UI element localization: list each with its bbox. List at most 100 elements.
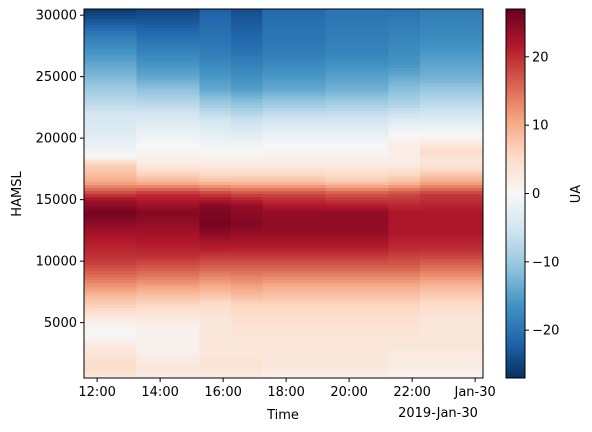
colorbar-tick-label: −20: [532, 324, 559, 339]
heatmap-cell: [231, 168, 264, 173]
heatmap-cell: [420, 301, 483, 305]
y-tick-label: 5000: [44, 316, 77, 331]
heatmap-cell: [262, 153, 327, 158]
heatmap-cell: [199, 159, 232, 164]
colorbar-label: UA: [569, 185, 584, 204]
heatmap-cell: [231, 236, 264, 241]
heatmap-cell: [199, 322, 232, 327]
heatmap-cell: [231, 181, 264, 185]
heatmap-cell: [325, 356, 390, 361]
heatmap-cell: [231, 285, 264, 290]
heatmap-cell: [199, 48, 232, 53]
heatmap-cell: [199, 113, 232, 118]
heatmap-cell: [199, 27, 232, 32]
heatmap-cell: [199, 153, 232, 158]
heatmap-cell: [262, 101, 327, 105]
heatmap-cell: [420, 92, 483, 96]
heatmap-cell: [325, 353, 390, 358]
heatmap-cell: [84, 288, 138, 293]
heatmap-cell: [388, 307, 421, 311]
heatmap-cell: [262, 95, 327, 99]
heatmap-cell: [420, 88, 483, 93]
heatmap-cell: [325, 45, 390, 50]
heatmap-cell: [325, 175, 390, 179]
heatmap-cell: [262, 125, 327, 130]
heatmap-cell: [420, 218, 483, 222]
heatmap-cell: [231, 175, 264, 179]
heatmap-cell: [420, 125, 483, 130]
heatmap-cell: [231, 273, 264, 278]
heatmap-cell: [325, 344, 390, 348]
heatmap-cell: [136, 301, 201, 305]
heatmap-cell: [84, 101, 138, 105]
heatmap-cell: [388, 138, 421, 142]
heatmap-cell: [199, 215, 232, 219]
heatmap-cell: [262, 298, 327, 302]
heatmap-cell: [199, 150, 232, 155]
heatmap-cell: [199, 85, 232, 90]
heatmap-cell: [420, 141, 483, 145]
heatmap-cell: [84, 242, 138, 247]
heatmap-cell: [420, 36, 483, 41]
heatmap-cell: [84, 52, 138, 56]
heatmap-cell: [420, 359, 483, 364]
heatmap-cell: [325, 193, 390, 198]
heatmap-cell: [420, 211, 483, 216]
heatmap-cell: [136, 175, 201, 179]
heatmap-cell: [388, 70, 421, 75]
heatmap-cell: [136, 291, 201, 296]
heatmap-cell: [231, 190, 264, 195]
heatmap-cell: [136, 119, 201, 124]
heatmap-cell: [388, 128, 421, 133]
heatmap-cell: [199, 178, 232, 182]
heatmap-cell: [325, 258, 390, 262]
heatmap-cell: [231, 110, 264, 115]
heatmap-cell: [136, 30, 201, 35]
heatmap-cell: [420, 156, 483, 161]
heatmap-cell: [388, 45, 421, 50]
heatmap-cell: [388, 193, 421, 198]
heatmap-cell: [199, 307, 232, 311]
heatmap-cell: [199, 79, 232, 84]
heatmap-cell: [262, 144, 327, 148]
heatmap-cell: [84, 362, 138, 367]
heatmap-cell: [199, 175, 232, 179]
heatmap-cell: [199, 12, 232, 16]
heatmap-cell: [262, 42, 327, 47]
heatmap-cell: [262, 48, 327, 53]
heatmap-cell: [136, 230, 201, 235]
heatmap-cell: [420, 9, 483, 13]
heatmap-cell: [388, 221, 421, 225]
heatmap-cell: [262, 261, 327, 265]
heatmap-cell: [388, 92, 421, 96]
heatmap-cell: [84, 113, 138, 118]
heatmap-cell: [136, 258, 201, 262]
heatmap-cell: [231, 341, 264, 345]
heatmap-cell: [84, 344, 138, 348]
heatmap-cell: [262, 187, 327, 192]
heatmap-cell: [420, 331, 483, 336]
heatmap-cell: [84, 48, 138, 53]
heatmap-cell: [325, 110, 390, 115]
heatmap-cell: [136, 147, 201, 152]
heatmap-cell: [84, 82, 138, 87]
heatmap-cell: [420, 24, 483, 29]
heatmap-cell: [84, 18, 138, 22]
heatmap-cell: [199, 184, 232, 188]
heatmap-cell: [136, 52, 201, 56]
heatmap-cell: [231, 9, 264, 13]
heatmap-cell: [84, 21, 138, 25]
x-axis: 12:00 14:00 16:00 18:00 20:00 22:00 Jan-30: [78, 378, 496, 400]
heatmap-cell: [420, 334, 483, 339]
heatmap-cell: [388, 141, 421, 145]
heatmap-cell: [388, 313, 421, 318]
heatmap-cell: [231, 45, 264, 50]
heatmap-cell: [199, 301, 232, 305]
heatmap-cell: [136, 171, 201, 176]
heatmap-cell: [199, 356, 232, 361]
heatmap-cell: [136, 79, 201, 84]
heatmap-cell: [84, 298, 138, 302]
heatmap-cell: [84, 30, 138, 35]
heatmap-cell: [231, 255, 264, 259]
